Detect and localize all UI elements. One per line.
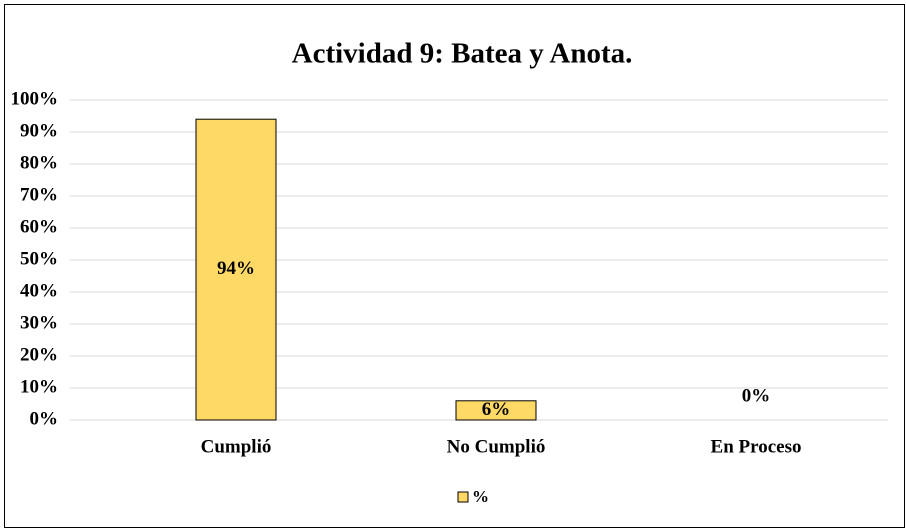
legend-swatch — [457, 491, 469, 503]
x-tick-label: No Cumplió — [447, 436, 546, 457]
x-tick-label: Cumplió — [201, 436, 272, 457]
y-tick-label: 90% — [20, 120, 58, 141]
y-tick-label: 60% — [20, 216, 58, 237]
y-tick-label: 0% — [30, 408, 59, 429]
bar — [455, 400, 537, 421]
chart-title: Actividad 9: Batea y Anota. — [292, 38, 633, 70]
y-tick-label: 10% — [20, 376, 58, 397]
x-tick-label: En Proceso — [711, 436, 802, 457]
y-tick-label: 40% — [20, 280, 58, 301]
y-tick-label: 30% — [20, 312, 58, 333]
legend-label: % — [472, 487, 489, 506]
data-label: 94% — [217, 258, 255, 279]
y-tick-label: 80% — [20, 152, 58, 173]
y-tick-label: 70% — [20, 184, 58, 205]
bar — [195, 118, 277, 421]
y-tick-label: 100% — [11, 88, 59, 109]
data-label: 6% — [482, 399, 511, 420]
chart-border — [4, 4, 905, 528]
y-tick-label: 20% — [20, 344, 58, 365]
data-label: 0% — [742, 385, 771, 406]
y-tick-label: 50% — [20, 248, 58, 269]
